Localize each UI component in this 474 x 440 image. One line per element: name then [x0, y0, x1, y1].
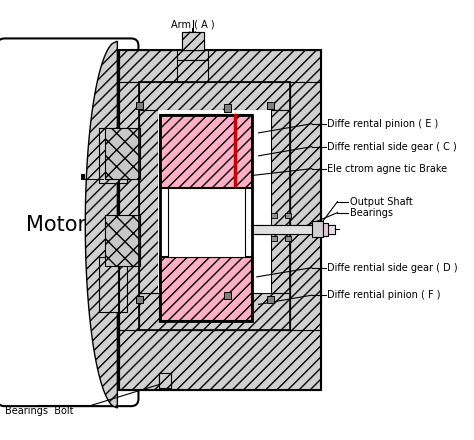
Bar: [252, 224, 335, 234]
Text: Bearings  Bolt: Bearings Bolt: [5, 406, 73, 416]
Bar: [161, 114, 252, 188]
Text: Diffe rental pinion ( E ): Diffe rental pinion ( E ): [328, 119, 438, 129]
Bar: [177, 59, 208, 82]
Bar: [267, 296, 274, 304]
FancyBboxPatch shape: [0, 38, 138, 406]
Text: Motor: Motor: [26, 215, 86, 235]
Bar: [285, 235, 291, 241]
Bar: [159, 373, 172, 388]
Bar: [139, 110, 158, 293]
Bar: [119, 82, 139, 330]
Bar: [168, 188, 245, 257]
Bar: [99, 128, 127, 183]
Bar: [182, 32, 203, 50]
Bar: [161, 257, 252, 321]
Bar: [139, 82, 290, 330]
Bar: [312, 221, 323, 238]
Bar: [182, 32, 203, 50]
Bar: [139, 293, 290, 330]
Bar: [139, 82, 290, 110]
Text: Arm ( A ): Arm ( A ): [171, 19, 214, 29]
Bar: [136, 296, 143, 304]
Bar: [272, 110, 290, 293]
Bar: [136, 102, 143, 109]
Bar: [272, 213, 277, 218]
Bar: [224, 292, 231, 299]
Bar: [290, 82, 321, 330]
Text: Diffe rential side gear ( C ): Diffe rential side gear ( C ): [328, 142, 457, 152]
Bar: [285, 213, 291, 218]
Bar: [159, 373, 172, 388]
Bar: [105, 128, 140, 179]
Bar: [99, 257, 127, 312]
Bar: [139, 82, 290, 330]
Text: Output Shaft: Output Shaft: [350, 197, 413, 207]
Bar: [177, 50, 208, 59]
Bar: [161, 114, 252, 321]
Bar: [168, 188, 245, 257]
Bar: [323, 223, 328, 235]
Bar: [158, 110, 272, 293]
Text: Ele ctrom agne tic Brake: Ele ctrom agne tic Brake: [328, 164, 447, 174]
Polygon shape: [85, 41, 118, 408]
Bar: [272, 235, 277, 241]
Bar: [119, 50, 321, 82]
Text: Diffe rential side gear ( D ): Diffe rential side gear ( D ): [328, 263, 458, 273]
Text: Bearings: Bearings: [350, 208, 393, 218]
Bar: [119, 330, 321, 390]
Bar: [267, 102, 274, 109]
Text: Diffe rential pinion ( F ): Diffe rential pinion ( F ): [328, 290, 441, 300]
Bar: [224, 104, 231, 112]
Bar: [81, 174, 85, 179]
Bar: [105, 216, 140, 266]
Bar: [119, 50, 321, 390]
